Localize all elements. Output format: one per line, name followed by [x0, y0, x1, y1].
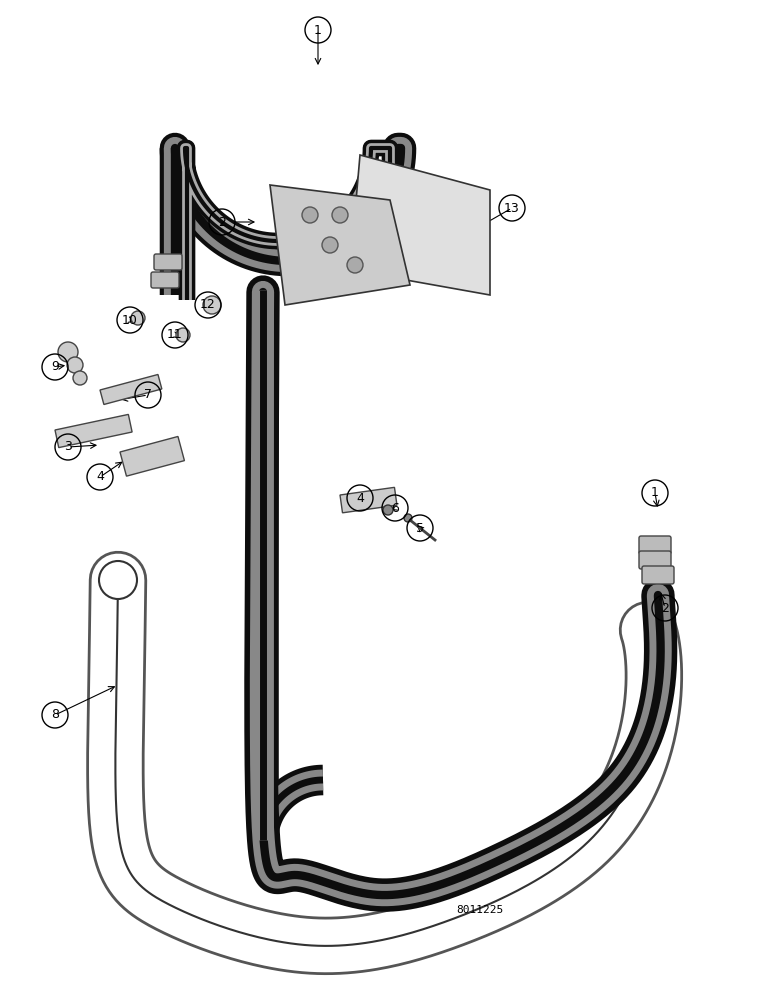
Text: 4: 4 — [356, 491, 364, 504]
Text: 4: 4 — [96, 471, 104, 484]
Circle shape — [67, 357, 83, 373]
Text: 5: 5 — [416, 522, 424, 534]
Bar — [55, 414, 132, 448]
FancyBboxPatch shape — [154, 254, 182, 270]
Text: 1: 1 — [651, 487, 659, 499]
Circle shape — [347, 257, 363, 273]
Text: 8: 8 — [51, 708, 59, 722]
Polygon shape — [270, 185, 410, 305]
Text: 11: 11 — [167, 328, 183, 342]
Text: 2: 2 — [218, 216, 226, 229]
Text: 8011225: 8011225 — [456, 905, 503, 915]
Bar — [120, 436, 185, 476]
Circle shape — [131, 311, 145, 325]
Text: 7: 7 — [144, 388, 152, 401]
Circle shape — [302, 207, 318, 223]
Text: 6: 6 — [391, 502, 399, 514]
Text: 1: 1 — [314, 23, 322, 36]
Text: 3: 3 — [64, 440, 72, 454]
Circle shape — [404, 514, 412, 522]
Circle shape — [203, 296, 221, 314]
Circle shape — [383, 505, 393, 515]
Circle shape — [99, 561, 137, 599]
FancyBboxPatch shape — [151, 272, 179, 288]
FancyBboxPatch shape — [642, 566, 674, 584]
Text: 13: 13 — [504, 202, 520, 215]
Text: 2: 2 — [661, 601, 669, 614]
Bar — [100, 374, 162, 404]
Circle shape — [58, 342, 78, 362]
Circle shape — [322, 237, 338, 253]
Text: 10: 10 — [122, 314, 138, 326]
FancyBboxPatch shape — [639, 551, 671, 569]
FancyBboxPatch shape — [639, 536, 671, 554]
Bar — [340, 487, 397, 513]
Text: 9: 9 — [51, 360, 59, 373]
Circle shape — [176, 328, 190, 342]
Circle shape — [332, 207, 348, 223]
Circle shape — [73, 371, 87, 385]
Polygon shape — [350, 155, 490, 295]
Text: 12: 12 — [200, 298, 216, 312]
